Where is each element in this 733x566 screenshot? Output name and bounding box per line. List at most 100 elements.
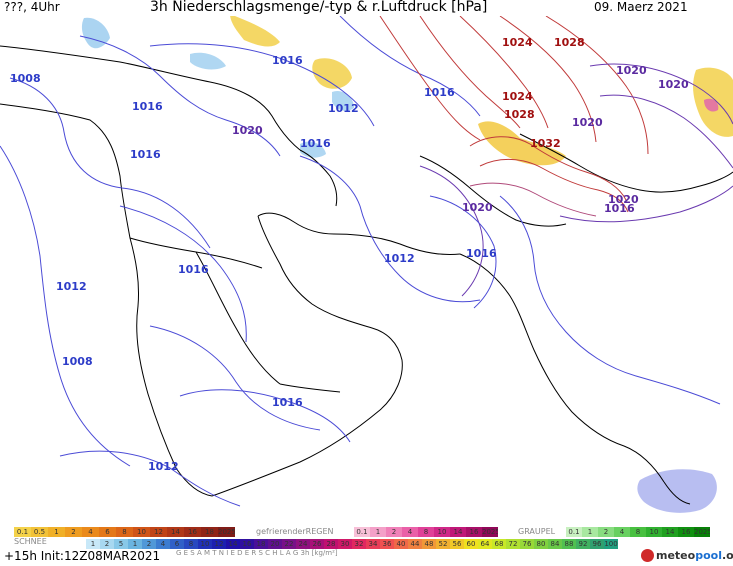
isobar-label: 1012 (148, 460, 179, 473)
legend-cell: 16 (678, 527, 694, 537)
legend-cell: 0.1 (566, 527, 582, 537)
isobar-label: 1020 (572, 116, 603, 129)
brand-post: .org (721, 549, 733, 562)
legend-cell: 100 (604, 539, 618, 549)
legend-cell: 68 (492, 539, 506, 549)
isobar-label: 1016 (466, 247, 497, 260)
legend-cell: 14 (226, 539, 240, 549)
snow-area (81, 17, 110, 49)
isobar-label: 1020 (608, 193, 639, 206)
legend-cell: 10 (133, 527, 150, 537)
legend-cell: 16 (240, 539, 254, 549)
legend-cell: 8 (116, 527, 133, 537)
isobar-label: 1008 (62, 355, 93, 368)
legend-cell: 4 (156, 539, 170, 549)
map-title: 3h Niederschlagsmenge/-typ & r.Luftdruck… (150, 0, 488, 15)
coastlines (0, 45, 733, 505)
legend-cell: 0.1 (14, 527, 31, 537)
meteopool-brand[interactable]: meteopool.org (656, 549, 733, 562)
legend-total-scale: 1 2 5 1 2 4 6 8 10 12 14 16 18 20 22 24 26 28 30 32 34 36 40 44… (86, 539, 618, 549)
legend-cell: 4 (614, 527, 630, 537)
legend-freezing-rain-label: gefrierenderREGEN (256, 527, 334, 536)
legend-graupel-label: GRAUPEL (518, 527, 556, 536)
legend-cell: 10 (434, 527, 450, 537)
legend-cell: 12 (150, 527, 167, 537)
rain-area (312, 58, 352, 89)
forecast-date: 09. Maerz 2021 (594, 0, 688, 14)
isobar-label: 1020 (232, 124, 263, 137)
legend-cell: 10 (198, 539, 212, 549)
legend-cell: 16 (466, 527, 482, 537)
legend-cell: 72 (506, 539, 520, 549)
legend-cell: 36 (380, 539, 394, 549)
legend-cell: 80 (534, 539, 548, 549)
brand-mid: pool (695, 549, 722, 562)
legend-cell: 56 (450, 539, 464, 549)
legend-total-label: G E S A M T N I E D E R S C H L A G 3h [… (176, 549, 338, 557)
legend-cell: 8 (418, 527, 434, 537)
legend-cell: 32 (352, 539, 366, 549)
isobar-label: 1012 (384, 252, 415, 265)
legend-cell: 0.1 (354, 527, 370, 537)
legend-cell: 4 (82, 527, 99, 537)
legend-cell: 18 (201, 527, 218, 537)
legend-cell: 24 (296, 539, 310, 549)
legend-cell: 10 (646, 527, 662, 537)
legend-cell: 8 (184, 539, 198, 549)
legend-cell: 16 (184, 527, 201, 537)
legend-cell: 12 (212, 539, 226, 549)
legend-cell: 22 (282, 539, 296, 549)
isobar-label: 1012 (328, 102, 359, 115)
brand-pre: meteo (656, 549, 696, 562)
region-label: ???, 4Uhr (4, 0, 60, 14)
legend-cell: 2 (142, 539, 156, 549)
isobar-label: 1016 (604, 202, 635, 215)
isobar-label: 1020 (658, 78, 689, 91)
legend-cell: 18 (254, 539, 268, 549)
legend-cell: 6 (99, 527, 116, 537)
snow-area (190, 52, 226, 70)
legend-cell: 26 (310, 539, 324, 549)
legend-cell: 2025+ (482, 527, 498, 537)
legend-cell: 2 (598, 527, 614, 537)
legend-cell: 1 (48, 527, 65, 537)
legend-cell: 44 (408, 539, 422, 549)
isobars (0, 16, 733, 507)
meteopool-logo-icon (641, 549, 654, 562)
isobar-label: 1008 (10, 72, 41, 85)
legend-snow-label: SCHNEE (14, 537, 47, 546)
legend-cell: 14 (167, 527, 184, 537)
isobar-label: 1028 (504, 108, 535, 121)
legend-cell: 1 (128, 539, 142, 549)
legend-cell: 40 (394, 539, 408, 549)
legend-cell: 30 (338, 539, 352, 549)
isobar-label: 1016 (272, 54, 303, 67)
precipitation-areas (81, 16, 733, 513)
isobar-label: 1024 (502, 90, 533, 103)
isobar-label: 1016 (130, 148, 161, 161)
legend-cell: 52 (436, 539, 450, 549)
legend-cell: 84 (548, 539, 562, 549)
rain-area (478, 121, 566, 166)
isobar-label: 1016 (300, 137, 331, 150)
legend-cell: 0.5 (31, 527, 48, 537)
legend-cell: 1 (86, 539, 100, 549)
isobar-label: 1016 (178, 263, 209, 276)
isobar-label: 1024 (502, 36, 533, 49)
legend-cell: 60 (464, 539, 478, 549)
snow-area (637, 469, 717, 513)
legend-cell: 1 (582, 527, 598, 537)
legend-cell: 76 (520, 539, 534, 549)
legend-cell: 88 (562, 539, 576, 549)
legend-cell: 28 (324, 539, 338, 549)
legend-cell: 2 (100, 539, 114, 549)
legend-cell: 14 (450, 527, 466, 537)
isobar-label: 1028 (554, 36, 585, 49)
isobar-label: 1016 (272, 396, 303, 409)
